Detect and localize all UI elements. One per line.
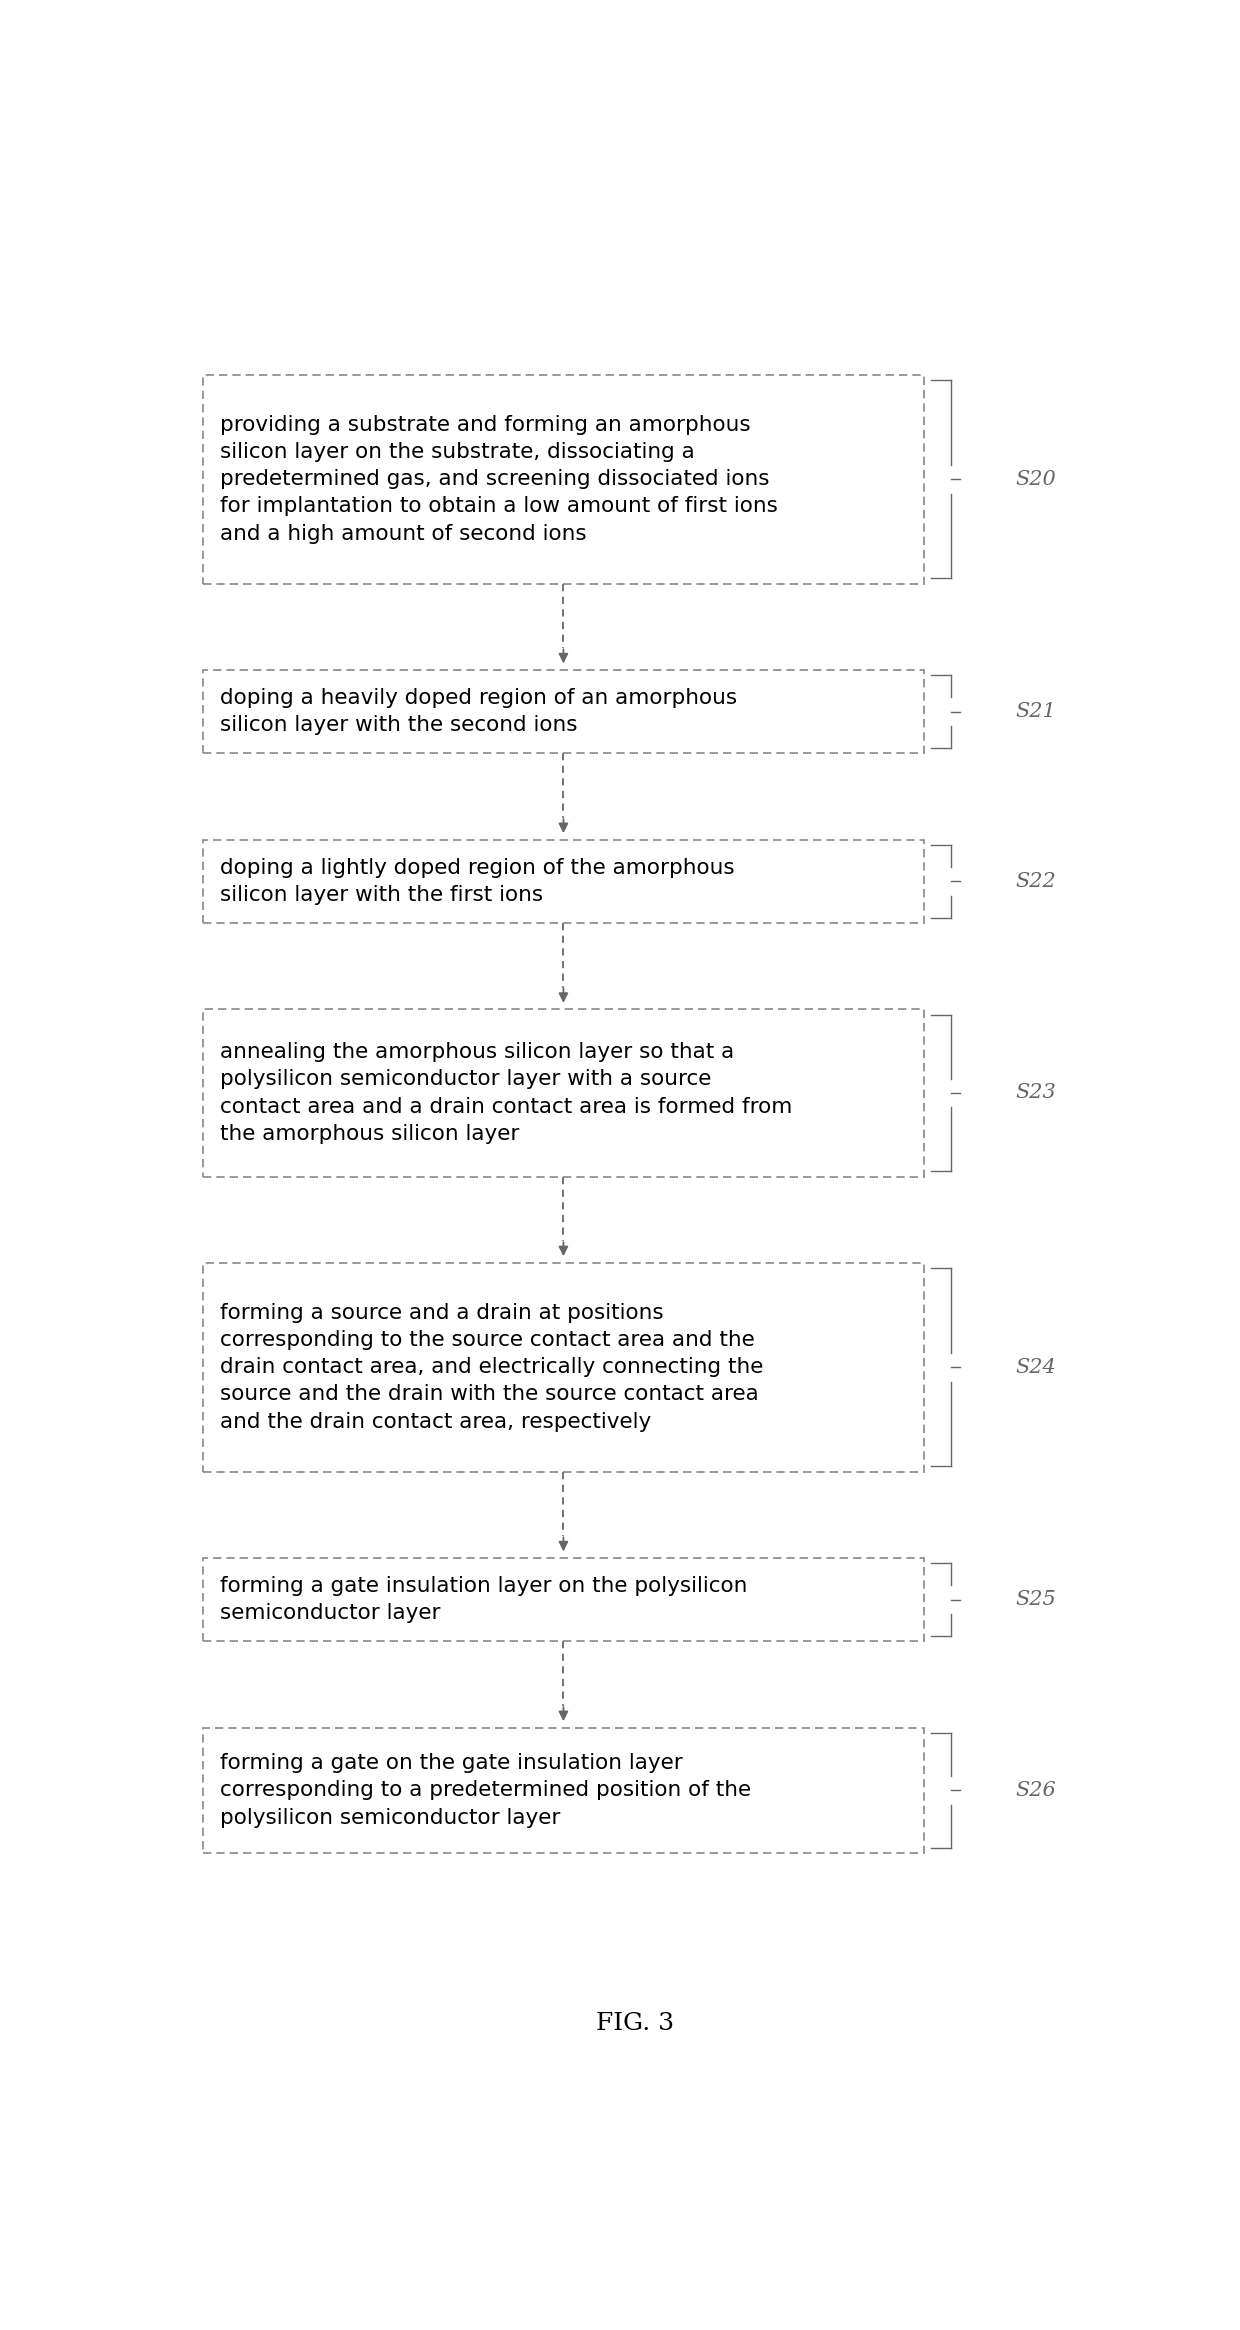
Bar <box>203 1559 924 1640</box>
Bar <box>203 1009 924 1177</box>
Text: annealing the amorphous silicon layer so that a
polysilicon semiconductor layer : annealing the amorphous silicon layer so… <box>221 1042 792 1144</box>
Text: S23: S23 <box>1016 1083 1055 1102</box>
Bar <box>203 669 924 753</box>
Text: S21: S21 <box>1016 701 1055 722</box>
Text: S20: S20 <box>1016 471 1055 489</box>
Text: forming a source and a drain at positions
corresponding to the source contact ar: forming a source and a drain at position… <box>221 1302 764 1431</box>
Text: forming a gate insulation layer on the polysilicon
semiconductor layer: forming a gate insulation layer on the p… <box>221 1575 748 1624</box>
Text: doping a heavily doped region of an amorphous
silicon layer with the second ions: doping a heavily doped region of an amor… <box>221 687 738 736</box>
Text: doping a lightly doped region of the amorphous
silicon layer with the first ions: doping a lightly doped region of the amo… <box>221 857 735 904</box>
Text: providing a substrate and forming an amorphous
silicon layer on the substrate, d: providing a substrate and forming an amo… <box>221 415 779 543</box>
Bar <box>203 1727 924 1852</box>
Text: S24: S24 <box>1016 1358 1055 1377</box>
Bar <box>203 1263 924 1473</box>
Text: FIG. 3: FIG. 3 <box>596 2013 675 2034</box>
Text: S25: S25 <box>1016 1589 1055 1610</box>
Text: S26: S26 <box>1016 1780 1055 1799</box>
Text: forming a gate on the gate insulation layer
corresponding to a predetermined pos: forming a gate on the gate insulation la… <box>221 1752 751 1827</box>
Text: S22: S22 <box>1016 871 1055 890</box>
Bar <box>203 839 924 923</box>
Bar <box>203 375 924 585</box>
